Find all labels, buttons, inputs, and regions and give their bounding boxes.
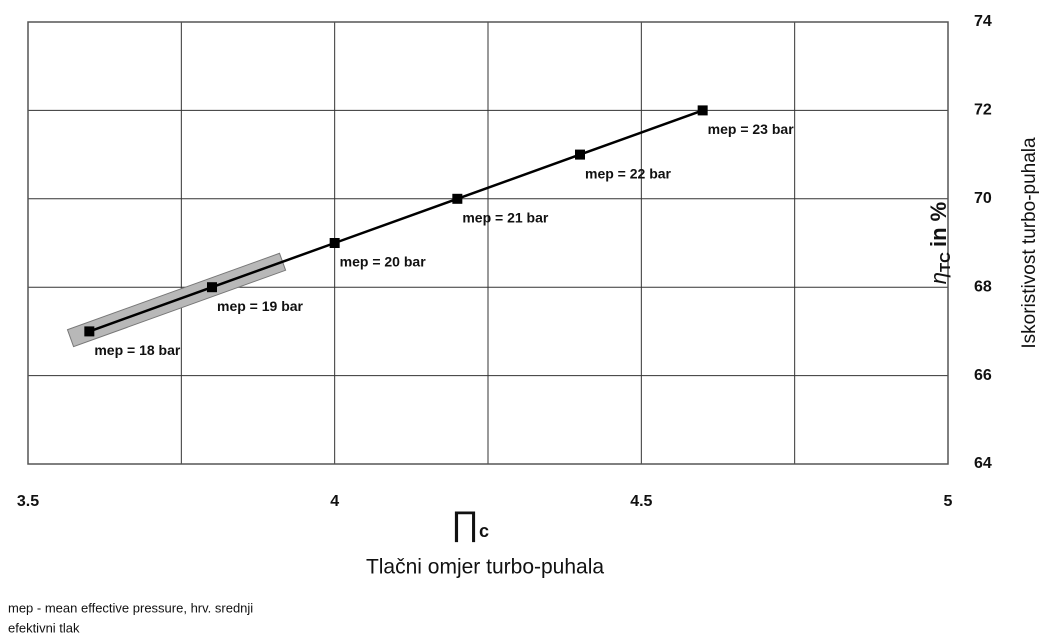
y-symbol-sub: TC xyxy=(937,252,954,272)
x-symbol-sub: c xyxy=(479,521,489,541)
data-point xyxy=(575,149,585,160)
series-line xyxy=(88,109,704,333)
plot-area: 3.5 4 4.5 5 64 66 68 70 72 74 mep = 18 bar mep = 19… xyxy=(17,13,992,510)
point-label: mep = 21 bar xyxy=(462,210,549,226)
y-tick-label: 64 xyxy=(974,455,992,472)
x-symbol: ∏c xyxy=(451,505,489,543)
data-point xyxy=(207,282,217,293)
y-axis-label: Iskoristivost turbo-puhala xyxy=(1019,137,1040,349)
y-tick-label: 70 xyxy=(974,190,992,207)
data-point xyxy=(329,238,340,248)
y-symbol: ηTC in % xyxy=(926,202,954,284)
footnote-line: efektivni tlak xyxy=(8,620,80,635)
x-axis-label: Tlačni omjer turbo-puhala xyxy=(366,556,604,579)
point-label: mep = 22 bar xyxy=(585,165,672,181)
x-tick-label: 3.5 xyxy=(17,493,39,510)
y-tick-label: 74 xyxy=(974,13,992,30)
point-label: mep = 20 bar xyxy=(340,254,427,270)
data-point xyxy=(84,326,95,337)
y-tick-label: 72 xyxy=(974,102,992,119)
point-label: mep = 19 bar xyxy=(217,298,304,314)
x-tick-label: 4.5 xyxy=(630,493,652,510)
point-label: mep = 18 bar xyxy=(94,342,181,358)
data-point xyxy=(452,193,463,204)
plot-border xyxy=(27,21,949,465)
footnote-line: mep - mean effective pressure, hrv. sred… xyxy=(8,600,253,615)
x-tick-label: 5 xyxy=(944,493,953,510)
y-symbol-unit: in % xyxy=(926,202,951,247)
x-symbol-main: ∏ xyxy=(451,505,479,543)
point-label: mep = 23 bar xyxy=(708,121,795,137)
y-tick-label: 66 xyxy=(974,367,992,384)
y-tick-label: 68 xyxy=(974,278,992,295)
y-symbol-main: η xyxy=(926,272,951,284)
x-tick-label: 4 xyxy=(330,493,339,510)
data-point xyxy=(697,105,708,116)
